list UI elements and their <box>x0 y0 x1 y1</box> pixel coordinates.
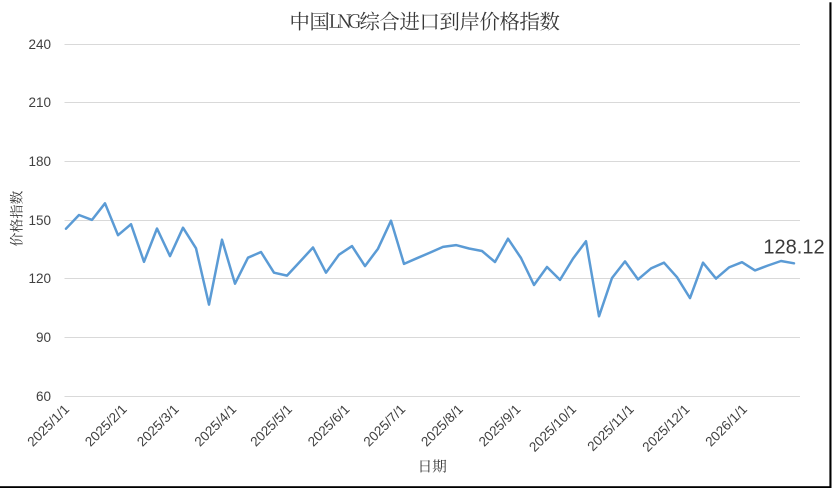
svg-text:60: 60 <box>36 389 51 404</box>
svg-text:150: 150 <box>28 213 51 228</box>
svg-text:120: 120 <box>28 271 51 286</box>
svg-text:240: 240 <box>28 37 51 52</box>
svg-text:90: 90 <box>36 330 51 345</box>
svg-text:180: 180 <box>28 154 51 169</box>
svg-text:128.12: 128.12 <box>763 236 824 258</box>
svg-text:210: 210 <box>28 95 51 110</box>
